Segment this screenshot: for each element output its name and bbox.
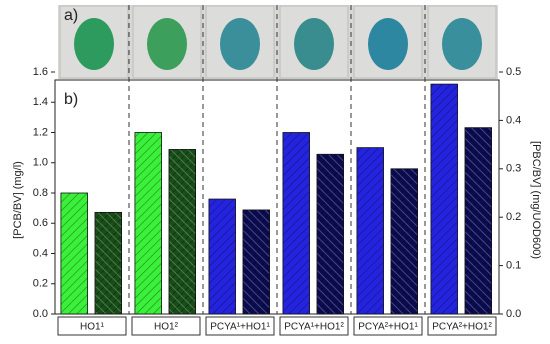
bar	[390, 168, 418, 315]
bar	[464, 127, 492, 315]
bar	[356, 147, 384, 315]
bar	[94, 211, 122, 315]
y2-tick-label: 0.4	[506, 114, 521, 126]
y2-tick-label: 0.5	[506, 66, 521, 78]
category-box	[205, 316, 275, 336]
bar	[282, 132, 310, 315]
y-axis-label: [PCB/BV] (mg/l)	[12, 161, 24, 239]
y-tick-label: 0.4	[33, 247, 48, 259]
photo-strip	[58, 5, 498, 79]
y-tick-label: 1.6	[33, 66, 48, 78]
x-tick-label: PCYA²+HO1¹	[358, 322, 418, 333]
bar	[208, 198, 236, 315]
y2-tick-label: 0.1	[506, 260, 521, 272]
y-tick-label: 0.6	[33, 217, 48, 229]
bar	[430, 83, 458, 315]
bar	[134, 132, 162, 315]
category-box	[57, 316, 127, 336]
bar	[168, 149, 197, 315]
category-box	[353, 316, 423, 336]
x-tick-label: HO1²	[154, 322, 179, 333]
y-tick-label: 1.2	[33, 126, 48, 138]
category-box	[131, 316, 201, 336]
category-box	[279, 316, 349, 336]
panel-label: a)	[64, 7, 78, 24]
y-tick-label: 1.4	[33, 96, 48, 108]
x-tick-label: PCYA¹+HO1²	[284, 322, 344, 333]
category-box	[427, 316, 497, 336]
y-tick-label: 0.0	[33, 308, 48, 320]
y2-axis-label: [PBC/BV] (mg/UOD600)	[530, 141, 542, 259]
y-tick-label: 0.8	[33, 187, 48, 199]
x-tick-label: HO1¹	[80, 322, 105, 333]
bar	[242, 209, 271, 315]
x-tick-label: PCYA²+HO1²	[432, 322, 492, 333]
y2-tick-label: 0.0	[506, 308, 521, 320]
bar	[316, 153, 344, 315]
panel-label: b)	[64, 91, 78, 108]
y2-tick-label: 0.3	[506, 163, 521, 175]
y2-tick-label: 0.2	[506, 211, 521, 223]
y-tick-label: 0.2	[33, 278, 48, 290]
x-tick-label: PCYA¹+HO1¹	[210, 322, 270, 333]
bar	[60, 192, 88, 315]
y-tick-label: 1.0	[33, 157, 48, 169]
